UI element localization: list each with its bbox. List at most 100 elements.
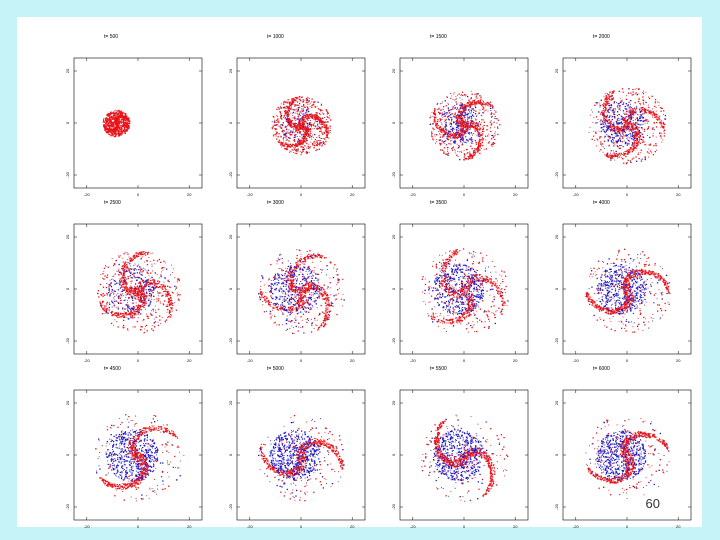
x-tick-label: 0 — [300, 192, 303, 197]
particle-cloud — [421, 248, 509, 333]
y-tick-label: 20 — [228, 400, 233, 405]
scatter-plot: -20 0 20 20 0 -20 — [65, 389, 203, 529]
y-tick-label: 20 — [228, 68, 233, 73]
x-tick-label: -20 — [573, 524, 580, 529]
x-tick-label: -20 — [247, 358, 254, 363]
y-tick-label: 0 — [391, 453, 396, 456]
y-tick-label: 0 — [228, 287, 233, 290]
x-tick-label: 20 — [513, 358, 518, 363]
x-tick-label: 0 — [137, 524, 140, 529]
y-tick-label: -20 — [228, 171, 233, 178]
particle-cloud — [585, 418, 670, 500]
x-tick-label: -20 — [84, 192, 91, 197]
x-tick-label: -20 — [410, 192, 417, 197]
panel-time-label: t= 1000 — [267, 34, 284, 40]
particle-cloud — [95, 414, 185, 502]
x-tick-label: 0 — [137, 192, 140, 197]
snapshot-panel: t= 2500 -20 0 20 20 0 -20 — [42, 200, 203, 363]
x-tick-label: 20 — [676, 358, 681, 363]
y-tick-label: -20 — [228, 337, 233, 344]
snapshot-panel: t= 2000 -20 0 20 20 0 -20 — [531, 34, 692, 197]
x-tick-label: 0 — [463, 358, 466, 363]
scatter-plot: -20 0 20 20 0 -20 — [391, 57, 529, 197]
scatter-plot: -20 0 20 20 0 -20 — [554, 223, 692, 363]
particle-cloud — [271, 96, 332, 156]
y-tick-label: 20 — [391, 400, 396, 405]
x-tick-label: 0 — [463, 192, 466, 197]
y-tick-label: 0 — [65, 287, 70, 290]
x-tick-label: 0 — [300, 358, 303, 363]
particle-cloud — [97, 250, 181, 334]
scatter-plot: -20 0 20 20 0 -20 — [65, 57, 203, 197]
particle-cloud — [102, 109, 131, 138]
snapshot-panel: t= 1500 -20 0 20 20 0 -20 — [368, 34, 529, 197]
x-tick-label: 20 — [187, 524, 192, 529]
y-tick-label: 0 — [228, 121, 233, 124]
y-tick-label: 0 — [554, 453, 559, 456]
panel-time-label: t= 4500 — [104, 366, 121, 372]
panel-time-label: t= 500 — [104, 34, 119, 40]
plot-frame — [236, 57, 366, 189]
y-tick-label: 0 — [65, 453, 70, 456]
x-tick-label: -20 — [410, 524, 417, 529]
y-tick-label: 0 — [554, 121, 559, 124]
plot-frame — [73, 57, 203, 189]
y-tick-label: 20 — [228, 234, 233, 239]
snapshot-panel: t= 4500 -20 0 20 20 0 -20 — [42, 366, 203, 529]
y-tick-label: 20 — [554, 234, 559, 239]
y-tick-label: -20 — [391, 503, 396, 510]
scatter-plot: -20 0 20 20 0 -20 — [554, 389, 692, 529]
plot-frame — [236, 389, 366, 521]
page-number: 60 — [645, 496, 660, 511]
snapshot-panel: t= 1000 -20 0 20 20 0 -20 — [205, 34, 366, 197]
particle-cloud — [421, 414, 509, 502]
x-tick-label: 0 — [300, 524, 303, 529]
y-tick-label: 20 — [65, 400, 70, 405]
y-tick-label: -20 — [554, 503, 559, 510]
y-tick-label: -20 — [554, 337, 559, 344]
particle-cloud — [258, 415, 345, 502]
x-tick-label: -20 — [84, 358, 91, 363]
snapshot-panel: t= 5000 -20 0 20 20 0 -20 — [205, 366, 366, 529]
snapshot-panel: t= 4000 -20 0 20 20 0 -20 — [531, 200, 692, 363]
panel-time-label: t= 2000 — [593, 34, 610, 40]
panel-time-label: t= 1500 — [430, 34, 447, 40]
x-tick-label: 20 — [187, 358, 192, 363]
y-tick-label: 20 — [65, 68, 70, 73]
x-tick-label: -20 — [247, 192, 254, 197]
x-tick-label: 20 — [676, 524, 681, 529]
y-tick-label: 0 — [228, 453, 233, 456]
x-tick-label: 20 — [350, 358, 355, 363]
particle-cloud — [588, 88, 667, 165]
x-tick-label: 0 — [626, 358, 629, 363]
particle-cloud — [258, 249, 345, 334]
x-tick-label: 20 — [350, 192, 355, 197]
x-tick-label: 0 — [137, 358, 140, 363]
scatter-plot: -20 0 20 20 0 -20 — [228, 57, 366, 197]
y-tick-label: 0 — [391, 287, 396, 290]
y-tick-label: 20 — [391, 68, 396, 73]
x-tick-label: 0 — [626, 524, 629, 529]
snapshot-panel: t= 3000 -20 0 20 20 0 -20 — [205, 200, 366, 363]
y-tick-label: 0 — [391, 121, 396, 124]
y-tick-label: 0 — [554, 287, 559, 290]
panel-time-label: t= 3500 — [430, 200, 447, 206]
y-tick-label: -20 — [554, 171, 559, 178]
panel-time-label: t= 5000 — [267, 366, 284, 372]
slide: t= 500 -20 0 20 20 0 -20 t= 1000 -20 0 20 20 0 -20 t= … — [17, 17, 702, 529]
x-tick-label: -20 — [573, 192, 580, 197]
snapshot-panel: t= 3500 -20 0 20 20 0 -20 — [368, 200, 529, 363]
snapshot-panel: t= 5500 -20 0 20 20 0 -20 — [368, 366, 529, 529]
y-tick-label: 20 — [554, 400, 559, 405]
x-tick-label: -20 — [573, 358, 580, 363]
x-tick-label: -20 — [84, 524, 91, 529]
panel-time-label: t= 3000 — [267, 200, 284, 206]
y-tick-label: 20 — [391, 234, 396, 239]
panel-time-label: t= 6000 — [593, 366, 610, 372]
y-tick-label: -20 — [391, 171, 396, 178]
x-tick-label: -20 — [247, 524, 254, 529]
x-tick-label: -20 — [410, 358, 417, 363]
x-tick-label: 0 — [626, 192, 629, 197]
panel-time-label: t= 4000 — [593, 200, 610, 206]
scatter-plot: -20 0 20 20 0 -20 — [228, 223, 366, 363]
